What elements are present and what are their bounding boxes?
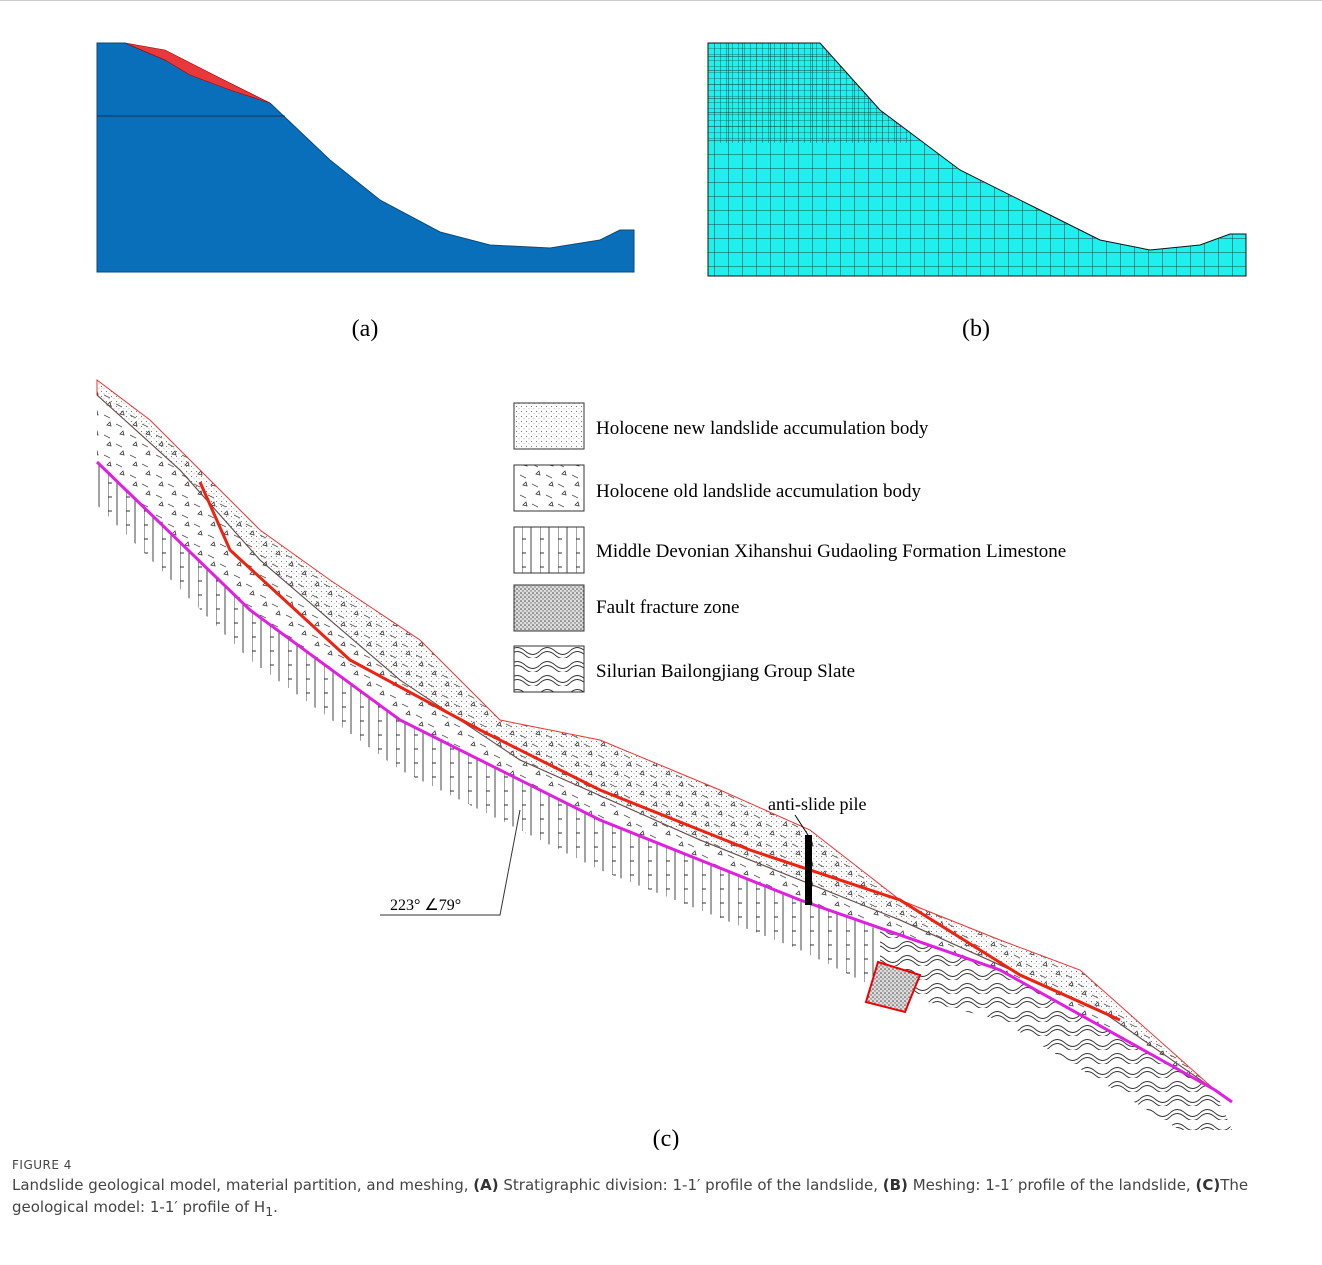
legend-swatch (513, 526, 585, 574)
caption-text: . (273, 1198, 278, 1216)
legend-label: Holocene old landslide accumulation body (596, 481, 922, 502)
mesh-outline (707, 42, 1247, 277)
annotation: 223° ∠79° (390, 897, 461, 914)
legend-swatch (513, 645, 585, 693)
leader-line (380, 809, 521, 916)
caption-panel-ref: (B) (882, 1176, 908, 1194)
annotation: anti-slide pile (768, 794, 866, 814)
legend-label: Holocene new landslide accumulation body (596, 418, 929, 439)
figure: (a) (b) anti-slide pile 223° ∠79° Holoce… (0, 0, 1322, 1150)
caption-text: Stratigraphic division: 1-1′ profile of … (498, 1176, 883, 1194)
legend-swatch (513, 464, 585, 512)
caption-panel-ref: (C) (1195, 1176, 1221, 1194)
legend-label: Middle Devonian Xihanshui Gudaoling Form… (596, 541, 1066, 562)
mesh (708, 43, 1246, 276)
legend-swatch (513, 584, 585, 632)
slate (880, 930, 1232, 1130)
anti-slide-pile (805, 835, 812, 905)
caption-text: Landslide geological model, material par… (12, 1176, 474, 1194)
old-accumulation (97, 380, 1215, 1090)
sliding-surface (198, 481, 1121, 1022)
legend: Holocene new landslide accumulation body… (513, 402, 1066, 693)
stratum (96, 42, 635, 273)
panel-label: (b) (962, 316, 990, 342)
caption-panel-ref: (A) (473, 1176, 499, 1194)
legend-swatch (513, 402, 585, 450)
caption-text: Meshing: 1-1′ profile of the landslide, (907, 1176, 1196, 1194)
caption-block: FIGURE 4 Landslide geological model, mat… (12, 1158, 1302, 1223)
panel-label: (c) (653, 1126, 680, 1150)
legend-label: Silurian Bailongjiang Group Slate (596, 661, 855, 682)
caption-text: The geological model: 1-1′ profile of H (12, 1176, 1249, 1216)
figure-label: FIGURE 4 (12, 1158, 72, 1172)
bedrock-boundary (95, 460, 1233, 1104)
leader-line (794, 814, 809, 836)
limestone (97, 462, 880, 990)
caption-subscript: 1 (265, 1204, 274, 1219)
legend-label: Fault fracture zone (596, 597, 739, 618)
caption: Landslide geological model, material par… (12, 1174, 1302, 1223)
fault-zone (864, 960, 922, 1014)
landslide-body (124, 42, 271, 104)
panel-label: (a) (352, 316, 379, 342)
